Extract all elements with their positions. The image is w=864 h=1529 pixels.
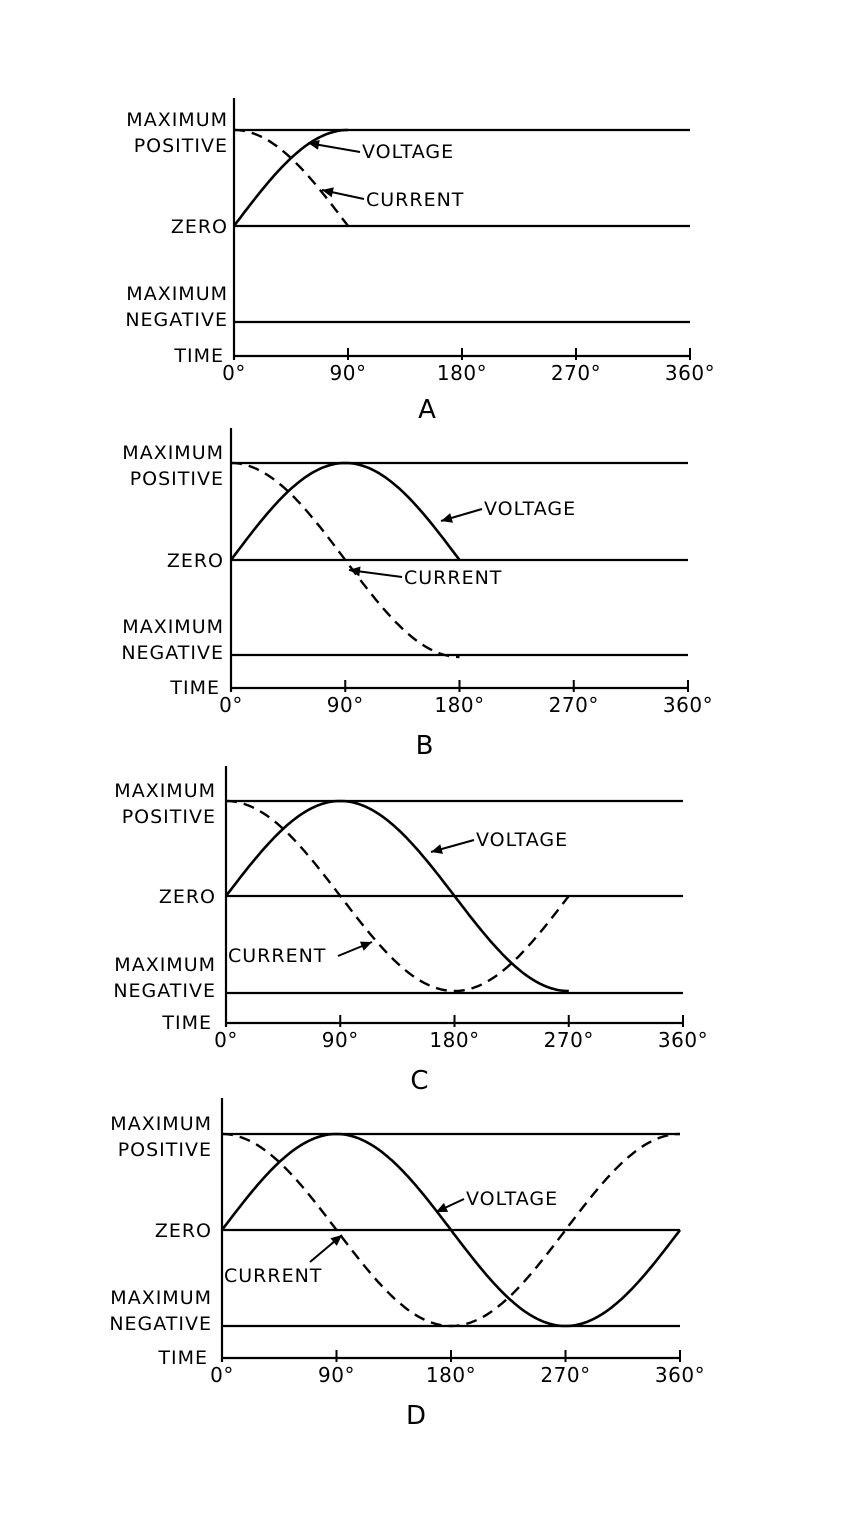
voltage-annotation: VOLTAGE [362,141,454,163]
voltage-annotation: VOLTAGE [466,1188,558,1210]
current-curve [221,1132,681,1328]
max-negative-label-line1: MAXIMUM [114,954,216,976]
max-negative-label-line2: NEGATIVE [121,642,224,664]
x-tick-label: 180° [429,1028,479,1052]
max-positive-label-line1: MAXIMUM [110,1113,212,1135]
max-positive-label-line2: POSITIVE [118,1139,212,1161]
voltage-annotation: VOLTAGE [476,829,568,851]
x-tick-label: 270° [544,1028,594,1052]
chart-panel-d: 0° 90° 180° 270° 360° MAXIMUM POSITIVE ZERO MAXI… [109,1098,705,1431]
x-tick-label: 180° [437,361,487,385]
voltage-curve [224,799,569,993]
x-tick-label: 270° [551,361,601,385]
zero-label: ZERO [171,216,228,238]
x-tick-label: 360° [655,1363,705,1387]
voltage-arrowhead [431,844,443,854]
max-negative-label-line1: MAXIMUM [110,1287,212,1309]
voltage-curve [220,1132,682,1328]
x-tick-label: 0° [222,361,246,385]
max-negative-label-line2: NEGATIVE [109,1313,212,1335]
panel-label: B [416,731,434,761]
time-label: TIME [173,345,224,367]
current-annotation: CURRENT [224,1265,322,1287]
zero-label: ZERO [155,1220,212,1242]
x-tick-label: 0° [214,1028,238,1052]
x-tick-label: 0° [210,1363,234,1387]
time-label: TIME [157,1347,208,1369]
x-tick-label: 270° [540,1363,590,1387]
time-label: TIME [169,677,220,699]
x-tick-label: 270° [549,693,599,717]
current-arrowhead [359,941,372,951]
x-tick-label: 360° [663,693,713,717]
current-curve [230,461,460,659]
panel-label: C [410,1066,428,1096]
max-positive-label-line1: MAXIMUM [126,109,228,131]
current-arrowhead [330,1235,342,1246]
max-negative-label-line2: NEGATIVE [113,980,216,1002]
panel-label: D [406,1401,426,1431]
current-annotation: CURRENT [366,189,464,211]
current-curve [225,799,570,993]
voltage-curve [232,128,349,227]
max-positive-label-line2: POSITIVE [122,806,216,828]
max-negative-label-line2: NEGATIVE [125,309,228,331]
panel-label: A [418,395,436,425]
voltage-curve [229,461,461,561]
voltage-arrowhead [441,513,453,523]
current-arrowhead [322,187,334,198]
zero-label: ZERO [167,550,224,572]
chart-panel-a: 0° 90° 180° 270° 360° MAXIMUM POSITIVE ZERO MAXI… [125,98,715,425]
current-arrowhead [349,566,361,577]
max-negative-label-line1: MAXIMUM [122,616,224,638]
x-tick-label: 360° [665,361,715,385]
max-positive-label-line1: MAXIMUM [114,780,216,802]
current-annotation: CURRENT [404,567,502,589]
x-tick-label: 180° [426,1363,476,1387]
x-tick-label: 90° [327,693,364,717]
voltage-arrowhead [436,1202,449,1212]
max-negative-label-line1: MAXIMUM [126,283,228,305]
max-positive-label-line1: MAXIMUM [122,442,224,464]
current-annotation: CURRENT [228,945,326,967]
x-tick-label: 180° [434,693,484,717]
zero-label: ZERO [159,886,216,908]
voltage-arrowhead [308,139,320,150]
x-tick-label: 0° [219,693,243,717]
max-positive-label-line2: POSITIVE [130,468,224,490]
max-positive-label-line2: POSITIVE [134,135,228,157]
x-tick-label: 90° [318,1363,355,1387]
chart-panel-c: 0° 90° 180° 270° 360° MAXIMUM POSITIVE ZERO MAXI… [113,766,708,1096]
x-tick-label: 90° [322,1028,359,1052]
time-label: TIME [161,1012,212,1034]
x-tick-label: 90° [330,361,367,385]
x-tick-label: 360° [658,1028,708,1052]
current-curve [233,128,349,227]
chart-panel-b: 0° 90° 180° 270° 360° MAXIMUM POSITIVE ZERO MAXI… [121,428,713,761]
voltage-annotation: VOLTAGE [484,498,576,520]
